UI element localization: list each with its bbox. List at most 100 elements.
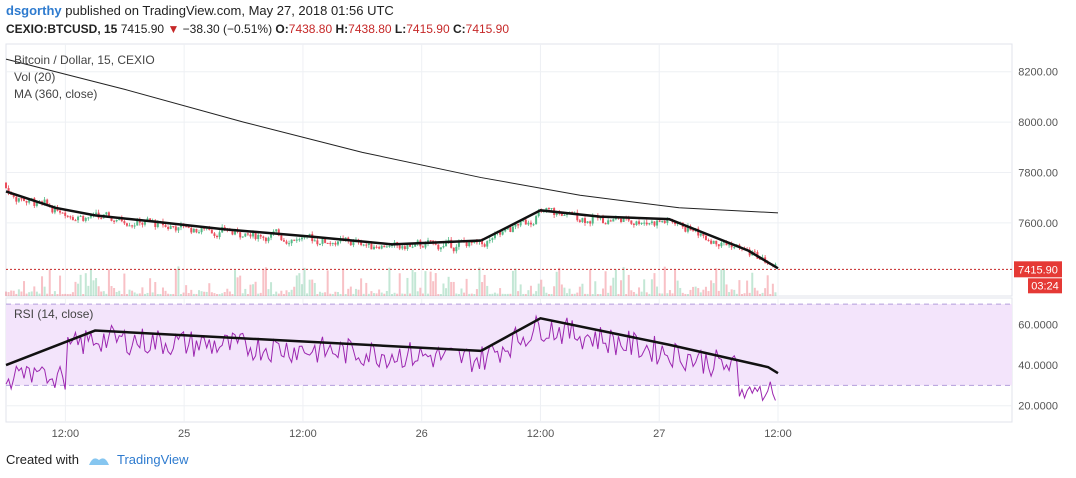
volume-bar: [378, 289, 381, 296]
volume-bar: [450, 281, 453, 296]
volume-bar: [82, 293, 85, 296]
volume-bar: [156, 293, 159, 296]
candle-body: [370, 243, 373, 250]
volume-bar: [730, 289, 733, 296]
volume-bar: [460, 288, 463, 296]
low-label: L:: [394, 22, 407, 36]
volume-bar: [728, 292, 731, 296]
candle-body: [604, 223, 607, 225]
rsi-trendline[interactable]: [480, 317, 779, 375]
volume-bar: [617, 293, 620, 296]
candle-body: [257, 234, 260, 239]
volume-bar: [244, 288, 247, 296]
time-axis[interactable]: 12:00 25 12:00 26 12:00 27 12:00: [52, 428, 792, 440]
volume-bar: [740, 293, 743, 296]
volume-bar: [668, 290, 671, 296]
price-axis[interactable]: 8200.00 8000.00 7800.00 7600.00: [1018, 67, 1058, 230]
volume-bar: [120, 293, 123, 296]
volume-bar: [48, 269, 51, 296]
tradingview-logo-icon: [88, 457, 109, 465]
volume-bar: [66, 293, 69, 296]
candle-body: [607, 220, 610, 224]
candle-body: [501, 231, 504, 235]
volume-bar: [35, 291, 38, 296]
volume-bar: [331, 293, 334, 296]
volume-bar: [246, 293, 249, 296]
candle-body: [74, 220, 77, 222]
volume-bar: [653, 273, 656, 296]
candle-body: [187, 226, 190, 228]
candle-body: [141, 222, 144, 225]
volume-bar: [594, 281, 597, 296]
candle-body: [131, 225, 134, 227]
volume-bar: [710, 280, 713, 296]
volume-bar: [671, 293, 674, 296]
candle-body: [517, 224, 520, 226]
volume-bar: [128, 289, 131, 296]
volume-bar: [270, 282, 273, 296]
volume-bar: [733, 289, 736, 296]
volume-bar: [53, 291, 56, 296]
volume-bar: [198, 290, 200, 296]
candle-body: [620, 218, 623, 222]
candle-body: [661, 221, 664, 223]
candle-body: [316, 240, 319, 245]
author-link[interactable]: dsgorthy: [6, 3, 62, 18]
candle-body: [547, 207, 550, 209]
volume-bar: [241, 293, 244, 296]
candle-body: [635, 221, 638, 225]
volume-bar: [182, 292, 185, 296]
price-tick: 8000.00: [1018, 117, 1058, 129]
volume-bar: [349, 286, 352, 296]
volume-bar: [300, 284, 303, 296]
candle-body: [491, 238, 494, 240]
volume-bar: [298, 273, 301, 296]
candle-body: [23, 198, 26, 201]
candle-body: [653, 221, 656, 226]
volume-bar: [102, 291, 105, 296]
volume-bar: [522, 293, 525, 296]
volume-bar: [275, 291, 278, 296]
volume-bar: [43, 286, 46, 296]
candle-body: [586, 221, 589, 223]
volume-bar: [717, 290, 720, 296]
price-trendline[interactable]: [5, 190, 482, 246]
volume-bar: [491, 293, 494, 296]
rsi-trendline[interactable]: [5, 329, 482, 367]
ohlc-bar: CEXIO:BTCUSD, 15 7415.90 ▼ −38.30 (−0.51…: [6, 22, 509, 36]
candle-body: [164, 225, 167, 227]
candle-body: [612, 219, 615, 222]
volume-bar: [362, 293, 365, 296]
time-tick: 25: [178, 428, 190, 440]
volume-bar: [239, 275, 242, 296]
volume-bar: [293, 286, 296, 296]
price-pane[interactable]: [5, 43, 1013, 297]
volume-bar: [406, 277, 409, 296]
rsi-tick: 20.0000: [1018, 401, 1058, 413]
rsi-trendlines[interactable]: [5, 317, 779, 375]
candle-body: [378, 247, 381, 249]
candle-body: [545, 207, 548, 211]
candle-body: [509, 227, 512, 232]
rsi-axis[interactable]: 60.0000 40.0000 20.0000: [1018, 319, 1058, 412]
candle-body: [401, 246, 404, 249]
candle-body: [110, 217, 113, 221]
volume-bar: [380, 292, 383, 296]
price-trendlines[interactable]: [5, 190, 779, 270]
candle-body: [87, 217, 90, 219]
candle-body: [169, 226, 172, 229]
candle-body: [674, 222, 677, 225]
candle-body: [622, 216, 625, 222]
volume-bar: [447, 276, 450, 296]
price-trendline[interactable]: [480, 209, 779, 270]
tradingview-link[interactable]: TradingView: [116, 452, 189, 467]
price-chart[interactable]: 8200.00 8000.00 7800.00 7600.00 Bitcoin / D…: [0, 40, 1076, 448]
candle-body: [113, 220, 116, 222]
volume-bar: [602, 288, 605, 296]
candle-body: [468, 240, 471, 247]
volume-bar: [463, 292, 466, 296]
volume-bar: [481, 282, 484, 296]
volume-bar: [609, 285, 612, 296]
candle-body: [277, 229, 280, 236]
volume-bar: [457, 293, 460, 296]
